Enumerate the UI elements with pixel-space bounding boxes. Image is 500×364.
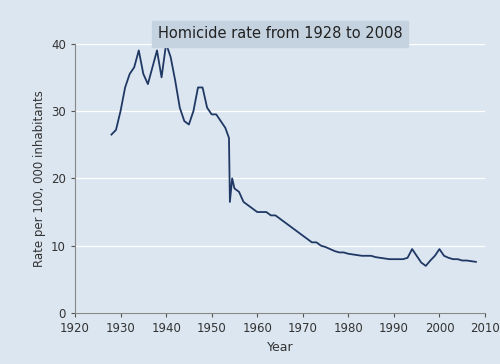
- Y-axis label: Rate per 100, 000 inhabitants: Rate per 100, 000 inhabitants: [32, 90, 46, 267]
- Title: Homicide rate from 1928 to 2008: Homicide rate from 1928 to 2008: [158, 26, 402, 41]
- X-axis label: Year: Year: [266, 341, 293, 353]
